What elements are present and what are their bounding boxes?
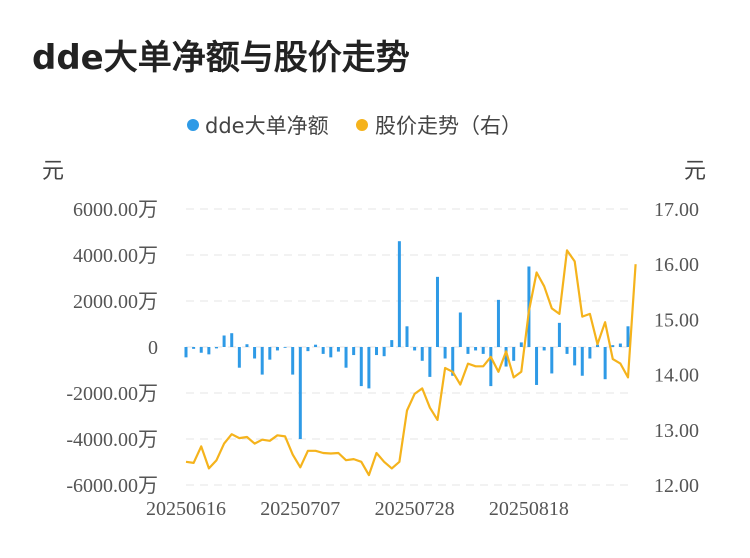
right-tick-label: 13.00 — [654, 420, 699, 442]
dde-bar — [474, 347, 478, 351]
dde-bar — [542, 347, 546, 351]
x-tick-label: 20250707 — [260, 498, 340, 520]
chart-title: dde大单净额与股价走势 — [32, 38, 410, 78]
right-axis-ticks: 17.00 16.00 15.00 14.00 13.00 12.00 — [654, 199, 699, 497]
dde-bar — [504, 347, 508, 367]
dde-bar — [618, 343, 622, 347]
dde-bar — [329, 347, 333, 358]
dde-bar — [496, 299, 500, 347]
grid-lines — [186, 208, 628, 486]
price-line — [185, 249, 637, 477]
dde-bar — [550, 347, 554, 374]
dde-bar — [359, 347, 363, 387]
left-tick-label: 4000.00万 — [73, 245, 158, 267]
dde-bar — [557, 322, 561, 347]
left-axis-ticks: 6000.00万 4000.00万 2000.00万 0 -2000.00万 -4000.… — [66, 199, 158, 497]
left-tick-label: -6000.00万 — [66, 475, 158, 497]
price-line-group — [185, 249, 637, 477]
dde-bar — [580, 347, 584, 376]
dde-bar — [519, 342, 523, 347]
dde-bar — [413, 347, 417, 351]
dde-bar — [397, 241, 401, 347]
legend-label-price: 股价走势（右） — [375, 114, 522, 138]
dde-bar — [207, 347, 211, 355]
dde-bar — [466, 347, 470, 354]
dde-bar — [428, 347, 432, 377]
dde-bar — [420, 347, 424, 361]
dde-bar — [199, 347, 203, 353]
right-axis-unit: 元 — [684, 159, 706, 184]
legend-marker-price — [356, 119, 368, 131]
dde-bar — [390, 340, 394, 347]
left-tick-label: -2000.00万 — [66, 383, 158, 405]
dde-bar — [222, 335, 226, 347]
dde-bar — [192, 347, 196, 349]
dde-bar — [214, 347, 218, 349]
dde-bar — [230, 333, 234, 347]
left-tick-label: 0 — [148, 337, 158, 359]
dde-bar — [535, 347, 539, 385]
right-tick-label: 12.00 — [654, 475, 699, 497]
dde-bar — [443, 347, 447, 359]
x-tick-label: 20250728 — [375, 498, 455, 520]
dde-bar — [596, 344, 600, 347]
dde-bar — [367, 347, 371, 389]
dde-bar — [458, 312, 462, 347]
x-tick-label: 20250818 — [489, 498, 569, 520]
right-tick-label: 14.00 — [654, 365, 699, 387]
dde-bar — [481, 347, 485, 354]
dde-bar — [611, 345, 615, 347]
legend-marker-dde — [187, 119, 199, 131]
legend-label-dde: dde大单净额 — [205, 114, 329, 138]
dde-bar — [382, 347, 386, 357]
dde-bar — [291, 347, 295, 375]
right-tick-label: 15.00 — [654, 309, 699, 331]
dde-bar — [314, 344, 318, 347]
x-tick-label: 20250616 — [146, 498, 226, 520]
dde-bar — [275, 347, 279, 351]
dde-bar — [184, 347, 188, 358]
dde-bar — [245, 344, 249, 347]
dde-bar — [603, 347, 607, 380]
right-tick-label: 16.00 — [654, 254, 699, 276]
dde-bar — [260, 347, 264, 375]
dde-bar — [435, 276, 439, 347]
dde-bar — [298, 347, 302, 439]
dde-bar — [405, 326, 409, 347]
dde-bar — [565, 347, 569, 354]
dde-bar — [344, 347, 348, 368]
dde-bar — [268, 347, 272, 360]
left-tick-label: 6000.00万 — [73, 199, 158, 221]
dde-bar — [375, 347, 379, 356]
dde-bar — [489, 347, 493, 387]
dde-bar — [588, 347, 592, 359]
dde-bar — [253, 347, 257, 359]
x-axis-ticks: 20250616 20250707 20250728 20250818 — [146, 498, 569, 520]
dde-bar — [451, 347, 455, 376]
dde-bar — [283, 347, 287, 348]
dde-bar — [336, 347, 340, 352]
dde-bar — [321, 347, 325, 354]
left-tick-label: 2000.00万 — [73, 291, 158, 313]
left-axis-unit: 元 — [42, 159, 64, 184]
legend: dde大单净额 股价走势（右） — [187, 114, 522, 138]
dde-bar — [573, 347, 577, 366]
dde-bar — [626, 326, 630, 347]
left-tick-label: -4000.00万 — [66, 429, 158, 451]
dde-bar — [237, 347, 241, 368]
right-tick-label: 17.00 — [654, 199, 699, 221]
dde-bar — [512, 347, 516, 361]
dde-bar — [352, 347, 356, 356]
dde-bar — [306, 347, 310, 352]
